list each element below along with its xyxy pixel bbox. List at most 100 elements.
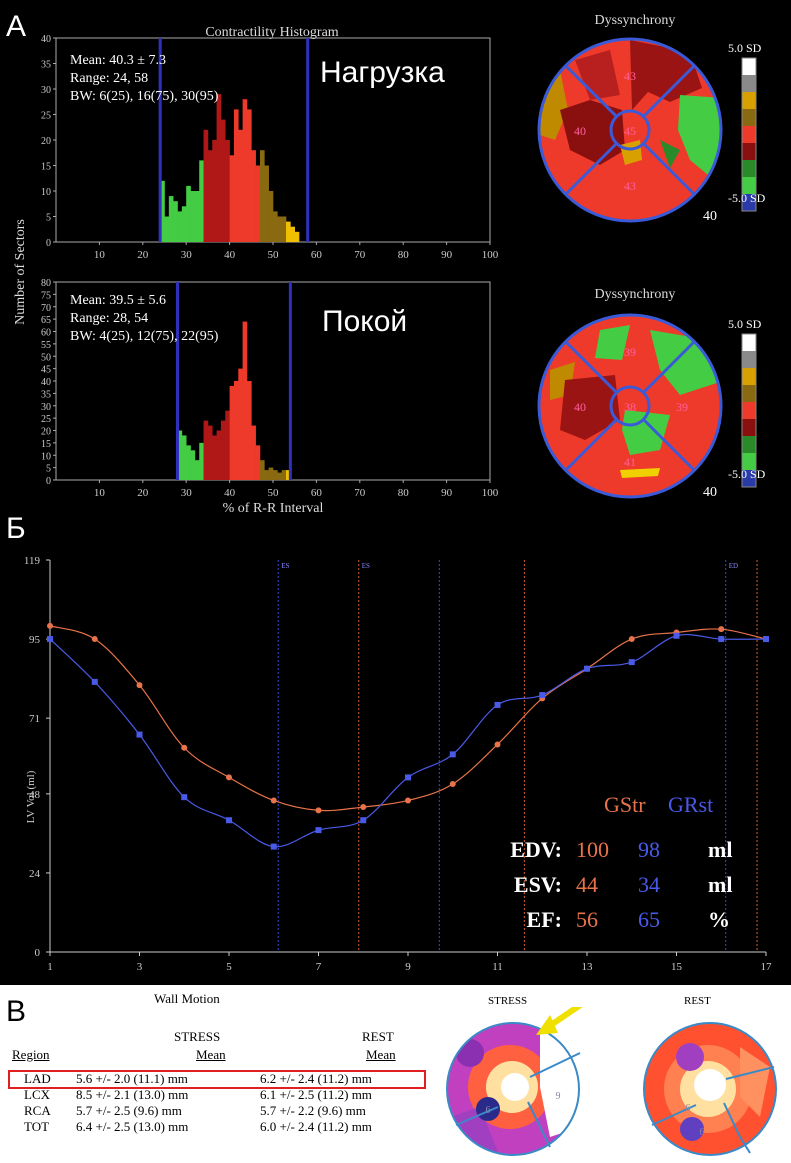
polar-map-rest-motion — [644, 1023, 776, 1155]
data-point-grst — [315, 827, 322, 834]
vline-label: ED — [729, 562, 738, 570]
histogram-bar — [251, 425, 256, 480]
scale-bottom-label: -5.0 SD — [728, 467, 766, 481]
header-gstr: GStr — [604, 792, 646, 817]
data-point-grst — [628, 659, 635, 666]
region-cell: RCA — [24, 1103, 51, 1118]
x-tick-label: 100 — [482, 487, 499, 499]
x-tick-label: 80 — [398, 487, 410, 499]
wall-motion-row: LAD 5.6 +/- 2.0 (11.1) mm 6.2 +/- 2.4 (11.… — [20, 1071, 376, 1087]
y-tick-label: 70 — [41, 303, 51, 314]
y-tick-label: 60 — [41, 328, 51, 339]
x-tick-label: 40 — [224, 487, 236, 499]
data-point-grst — [673, 632, 680, 639]
corner-value: 40 — [703, 209, 717, 224]
wall-motion-table: LAD 5.6 +/- 2.0 (11.1) mm 6.2 +/- 2.4 (11.… — [20, 1071, 376, 1135]
histogram-bar — [246, 381, 252, 480]
y-tick-label: 50 — [41, 352, 51, 363]
dyssynchrony-panel: Dyssynchrony 43 40 45 43 5.0 SD -5.0 SD … — [537, 13, 766, 500]
y-tick-label: 0 — [46, 476, 51, 487]
histogram-bar — [255, 445, 261, 480]
stress-mean-cell: 6.4 +/- 2.5 (13.0) mm — [76, 1119, 189, 1134]
y-tick-label: 0 — [35, 947, 41, 959]
col-rest-title: REST — [362, 1029, 394, 1044]
scale-swatch — [742, 334, 756, 351]
lad-highlight-box — [8, 1070, 426, 1089]
y-tick-label: 119 — [24, 555, 41, 567]
histogram-bar — [212, 435, 217, 480]
x-tick-label: 17 — [761, 961, 773, 973]
histogram-stress-stats: Mean: 40.3 ± 7.3 Range: 24, 58 BW: 6(25)… — [70, 52, 218, 106]
dyssynchrony-title: Dyssynchrony — [595, 13, 676, 28]
x-tick-label: 60 — [311, 487, 323, 499]
data-point-grst — [584, 665, 590, 672]
x-tick-label: 1 — [47, 961, 53, 973]
stress-mean-cell: 5.6 +/- 2.0 (11.1) mm — [76, 1071, 188, 1086]
x-tick-label: 9 — [405, 961, 411, 973]
histogram-bar — [207, 150, 213, 242]
y-tick-label: 24 — [29, 868, 41, 880]
y-tick-label: 30 — [41, 402, 51, 413]
dyssynchrony-title: Dyssynchrony — [595, 287, 676, 302]
histogram-bar — [216, 94, 222, 242]
data-point-grst — [47, 636, 53, 643]
vline-label: ES — [281, 562, 289, 570]
histogram-bar — [259, 460, 265, 480]
histogram-bar — [186, 185, 191, 242]
scale-swatch — [742, 402, 756, 419]
x-tick-label: 40 — [224, 249, 236, 261]
label-stress-ru: Нагрузка — [320, 56, 445, 89]
vline-label: ES — [362, 562, 370, 570]
y-tick-label: 0 — [46, 238, 51, 249]
histogram-bar — [242, 99, 248, 242]
scale-top-label: 5.0 SD — [728, 41, 762, 55]
scale-swatch — [742, 109, 756, 126]
stats-row-edv: EDV: 100 98 ml — [510, 837, 732, 862]
stat-unit: ml — [708, 837, 732, 862]
x-tick-label: 90 — [441, 249, 453, 261]
region-header: Region — [12, 1047, 50, 1062]
histogram-bar — [177, 211, 183, 242]
data-point-gstr — [315, 807, 322, 814]
polar-stress-title: STRESS — [488, 995, 528, 1007]
panel-label-b: Б — [6, 512, 26, 545]
bw-text: BW: 6(25), 16(75), 30(95) — [70, 89, 219, 104]
scale-swatch — [742, 419, 756, 436]
scale-top-label: 5.0 SD — [728, 317, 762, 331]
data-point-gstr — [628, 636, 635, 643]
y-tick-label: 10 — [41, 187, 51, 198]
stat-rest: 98 — [638, 837, 660, 862]
data-point-grst — [405, 774, 411, 781]
panel-label-c: В — [6, 995, 27, 1028]
histogram-panel: Contractility Histogram Number of Sector… — [13, 25, 499, 516]
x-tick-label: 3 — [137, 961, 143, 973]
x-tick-label: 10 — [94, 487, 106, 499]
y-tick-label: 95 — [29, 634, 41, 646]
histogram-bar — [268, 467, 274, 480]
stat-label: EF: — [527, 907, 562, 932]
scale-swatch — [742, 143, 756, 160]
histogram-bar — [233, 381, 239, 480]
mean-text: Mean: 39.5 ± 5.6 — [70, 293, 166, 308]
segment-value: 6 — [686, 1103, 691, 1114]
x-tick-label: 60 — [311, 249, 323, 261]
polar-rest-title: REST — [684, 995, 711, 1007]
histogram-bar — [233, 109, 239, 243]
stress-mean-header: Mean — [196, 1047, 226, 1062]
segment-value: 43 — [624, 179, 636, 193]
scale-swatch — [742, 92, 756, 109]
scale-swatch — [742, 160, 756, 177]
segment-value: 43 — [624, 69, 636, 83]
histogram-bar — [190, 191, 196, 242]
segment-value: 6 — [700, 1127, 705, 1138]
histogram-bar — [290, 226, 295, 242]
data-point-gstr — [360, 804, 367, 811]
segment-value: 45 — [624, 124, 636, 138]
histogram-bar — [229, 155, 235, 242]
data-point-grst — [539, 692, 546, 699]
y-tick-label: 20 — [41, 136, 51, 147]
segment-value: 38 — [624, 400, 636, 414]
region-cell: LCX — [24, 1087, 50, 1102]
data-point-gstr — [136, 682, 143, 689]
data-point-gstr — [181, 744, 188, 751]
